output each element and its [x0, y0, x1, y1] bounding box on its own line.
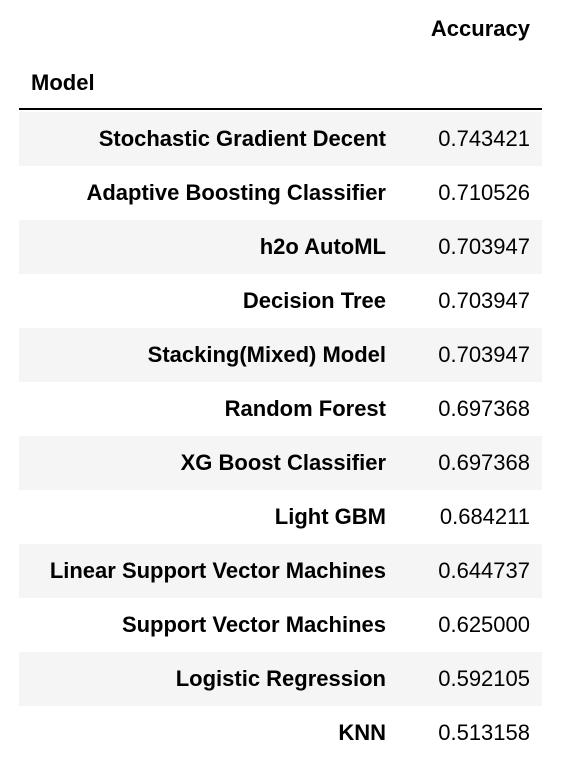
table-row: Random Forest 0.697368 — [19, 382, 542, 436]
model-name-cell: Support Vector Machines — [121, 612, 386, 637]
accuracy-cell: 0.703947 — [438, 234, 530, 259]
accuracy-cell: 0.513158 — [438, 720, 530, 745]
model-name-cell: Stacking(Mixed) Model — [147, 342, 386, 367]
accuracy-cell: 0.710526 — [438, 180, 530, 205]
table-row: XG Boost Classifier 0.697368 — [19, 436, 542, 490]
table-row: Stochastic Gradient Decent 0.743421 — [19, 112, 542, 166]
model-name-cell: Logistic Regression — [175, 666, 386, 691]
accuracy-cell: 0.743421 — [438, 126, 530, 151]
table-row: Light GBM 0.684211 — [19, 490, 542, 544]
table-row: KNN 0.513158 — [19, 706, 542, 760]
column-header-row: Accuracy — [19, 0, 542, 54]
model-name-cell: Light GBM — [274, 504, 386, 529]
index-header-row: Model — [19, 54, 542, 110]
accuracy-cell: 0.684211 — [439, 504, 530, 529]
model-accuracy-table: Accuracy Model Stochastic Gradient Decen… — [19, 0, 542, 760]
model-name-cell: Adaptive Boosting Classifier — [86, 180, 386, 205]
table-row: Linear Support Vector Machines 0.644737 — [19, 544, 542, 598]
accuracy-cell: 0.703947 — [438, 288, 530, 313]
accuracy-cell: 0.592105 — [438, 666, 530, 691]
table-body: Stochastic Gradient Decent 0.743421 Adap… — [19, 112, 542, 760]
model-name-cell: Decision Tree — [242, 288, 386, 313]
table-row: Support Vector Machines 0.625000 — [19, 598, 542, 652]
accuracy-cell: 0.697368 — [438, 396, 530, 421]
model-name-cell: KNN — [338, 720, 386, 745]
model-name-cell: XG Boost Classifier — [180, 450, 386, 475]
accuracy-cell: 0.644737 — [438, 558, 530, 583]
model-name-cell: Linear Support Vector Machines — [49, 558, 386, 583]
accuracy-cell: 0.703947 — [438, 342, 530, 367]
accuracy-cell: 0.625000 — [438, 612, 530, 637]
table-row: Adaptive Boosting Classifier 0.710526 — [19, 166, 542, 220]
model-name-cell: h2o AutoML — [259, 234, 386, 259]
table-row: h2o AutoML 0.703947 — [19, 220, 542, 274]
model-name-cell: Stochastic Gradient Decent — [98, 126, 386, 151]
model-name-cell: Random Forest — [224, 396, 386, 421]
table-row: Stacking(Mixed) Model 0.703947 — [19, 328, 542, 382]
model-index-header: Model — [31, 70, 95, 95]
accuracy-cell: 0.697368 — [438, 450, 530, 475]
table-row: Logistic Regression 0.592105 — [19, 652, 542, 706]
table-row: Decision Tree 0.703947 — [19, 274, 542, 328]
accuracy-column-header: Accuracy — [430, 16, 530, 41]
